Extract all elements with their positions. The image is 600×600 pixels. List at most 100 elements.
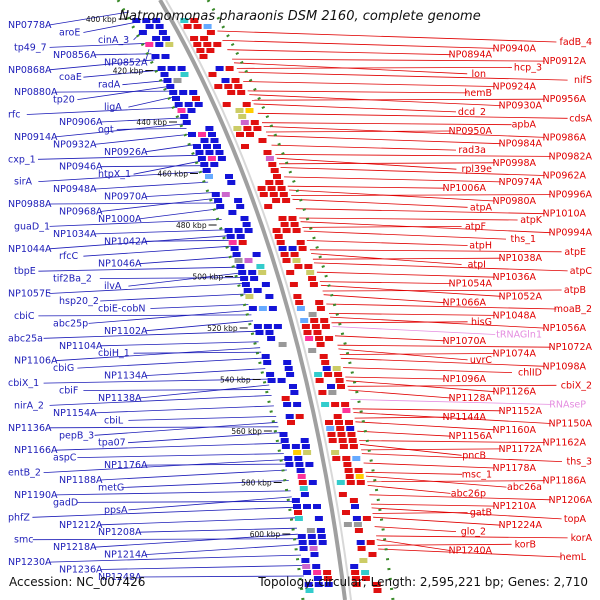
gene-label[interactable]: NP0914A — [14, 132, 58, 143]
rna-label[interactable]: tRNAGln1 — [496, 330, 542, 341]
gene-label[interactable]: rad3a — [458, 145, 486, 156]
gene-label[interactable]: NP1218A — [53, 542, 97, 553]
gene-label[interactable]: NP0948A — [53, 184, 97, 195]
gene-label[interactable]: NP1144A — [442, 412, 486, 423]
gene-label[interactable]: cbiL — [104, 415, 124, 426]
gene-label[interactable]: NP0986A — [542, 132, 586, 143]
gene-label[interactable]: NP1048A — [492, 310, 536, 321]
gene-label[interactable]: guaD_1 — [14, 221, 50, 232]
gene-label[interactable]: atpK — [520, 215, 543, 226]
gene-label[interactable]: atpA — [470, 202, 493, 213]
gene-label[interactable]: pepB_3 — [59, 430, 94, 441]
gene-label[interactable]: NP1070A — [442, 336, 486, 347]
gene-label[interactable]: dcd_2 — [458, 107, 486, 118]
gene-label[interactable]: cbiX_2 — [561, 380, 592, 391]
gene-label[interactable]: atpB — [564, 285, 586, 296]
gene-label[interactable]: NP0778A — [8, 20, 52, 31]
gene-label[interactable]: topA — [564, 514, 587, 525]
gene-label[interactable]: cbiE-cobN — [98, 304, 146, 315]
gene-label[interactable]: NP1056A — [542, 323, 586, 334]
gene-label[interactable]: NP0962A — [542, 171, 586, 182]
gene-label[interactable]: hsp20_2 — [59, 296, 99, 307]
gene-label[interactable]: cbiG — [53, 363, 74, 374]
gene-label[interactable]: NP1166A — [14, 445, 58, 456]
gene-label[interactable]: NP1190A — [14, 490, 58, 501]
gene-label[interactable]: NP1038A — [498, 253, 542, 264]
gene-label[interactable]: NP1206A — [548, 495, 592, 506]
gene-label[interactable]: hcp_3 — [514, 62, 542, 73]
gene-label[interactable]: NP0984A — [498, 139, 542, 150]
gene-label[interactable]: NP1006A — [442, 183, 486, 194]
gene-label[interactable]: NP1212A — [59, 520, 103, 531]
gene-label[interactable]: NP0894A — [448, 50, 492, 61]
gene-label[interactable]: korA — [571, 533, 593, 544]
gene-label[interactable]: NP0880A — [14, 87, 58, 98]
gene-label[interactable]: cdsA — [569, 113, 592, 124]
gene-label[interactable]: rfcC — [59, 251, 78, 262]
gene-label[interactable]: NP0980A — [492, 196, 536, 207]
gene-label[interactable]: NP1150A — [548, 419, 592, 430]
gene-label[interactable]: NP1052A — [498, 291, 542, 302]
gene-label[interactable]: abc26p — [451, 488, 486, 499]
gene-label[interactable]: abc25a — [8, 333, 43, 344]
gene-label[interactable]: cbiF — [59, 386, 78, 397]
gene-label[interactable]: lon — [472, 69, 486, 80]
gene-label[interactable]: NP1036A — [492, 272, 536, 283]
gene-label[interactable]: NP0968A — [59, 207, 103, 218]
gene-label[interactable]: NP1208A — [98, 527, 142, 538]
gene-label[interactable]: abc26a — [507, 482, 542, 493]
gene-label[interactable]: NP0974A — [498, 177, 542, 188]
gene-label[interactable]: NP1214A — [104, 550, 148, 561]
gene-label[interactable]: radA — [98, 80, 121, 91]
gene-label[interactable]: hisG — [471, 317, 492, 328]
gene-label[interactable]: uvrC — [470, 355, 493, 366]
gene-label[interactable]: atpI — [468, 260, 486, 271]
gene-label[interactable]: NP1186A — [542, 476, 586, 487]
gene-label[interactable]: NP1178A — [492, 463, 536, 474]
gene-label[interactable]: NP1154A — [53, 408, 97, 419]
gene-label[interactable]: NP1136A — [8, 423, 52, 434]
gene-label[interactable]: moaB_2 — [554, 304, 592, 315]
gene-label[interactable]: tp49_7 — [14, 42, 47, 53]
gene-label[interactable]: NP1156A — [448, 431, 492, 442]
gene-label[interactable]: atpF — [465, 221, 486, 232]
gene-label[interactable]: NP1126A — [492, 387, 536, 398]
gene-label[interactable]: atpE — [564, 247, 586, 258]
gene-label[interactable]: NP1072A — [548, 342, 592, 353]
gene-label[interactable]: atpH — [469, 241, 492, 252]
gene-label[interactable]: NP0912A — [542, 56, 586, 67]
gene-label[interactable]: sirA — [14, 177, 32, 188]
gene-label[interactable]: phfZ — [8, 512, 30, 523]
gene-label[interactable]: NP0930A — [498, 101, 542, 112]
gene-label[interactable]: NP0868A — [8, 65, 52, 76]
gene-label[interactable]: NP1224A — [498, 520, 542, 531]
gene-label[interactable]: NP0970A — [104, 192, 148, 203]
gene-label[interactable]: NP1128A — [448, 393, 492, 404]
gene-label[interactable]: NP1134A — [104, 371, 148, 382]
gene-label[interactable]: NP1210A — [492, 501, 536, 512]
gene-label[interactable]: NP0998A — [492, 158, 536, 169]
gene-label[interactable]: NP1098A — [542, 361, 586, 372]
gene-label[interactable]: abc25p — [53, 318, 88, 329]
gene-label[interactable]: entB_2 — [8, 468, 41, 479]
gene-label[interactable]: chlID — [518, 368, 542, 379]
gene-label[interactable]: NP0852A — [104, 57, 148, 68]
gene-label[interactable]: tpa07 — [98, 438, 126, 449]
gene-label[interactable]: NP0956A — [542, 94, 586, 105]
gene-label[interactable]: htpX_1 — [98, 169, 131, 180]
gene-label[interactable]: NP1104A — [59, 341, 103, 352]
gene-label[interactable]: cinA_3 — [98, 35, 129, 46]
gene-label[interactable]: NP1138A — [98, 393, 142, 404]
gene-label[interactable]: tp20 — [53, 95, 75, 106]
gene-label[interactable]: apbA — [512, 120, 537, 131]
gene-label[interactable]: NP1102A — [104, 326, 148, 337]
gene-label[interactable]: NP1010A — [542, 209, 586, 220]
gene-label[interactable]: cxp_1 — [8, 154, 36, 165]
gene-label[interactable]: gadD — [53, 497, 78, 508]
gene-label[interactable]: tbpE — [14, 266, 36, 277]
gene-label[interactable]: cbiX_1 — [8, 378, 39, 389]
gene-label[interactable]: NP0940A — [492, 43, 536, 54]
gene-label[interactable]: korB — [515, 539, 536, 550]
gene-label[interactable]: NP0996A — [548, 190, 592, 201]
gene-label[interactable]: NP1057E — [8, 289, 51, 300]
